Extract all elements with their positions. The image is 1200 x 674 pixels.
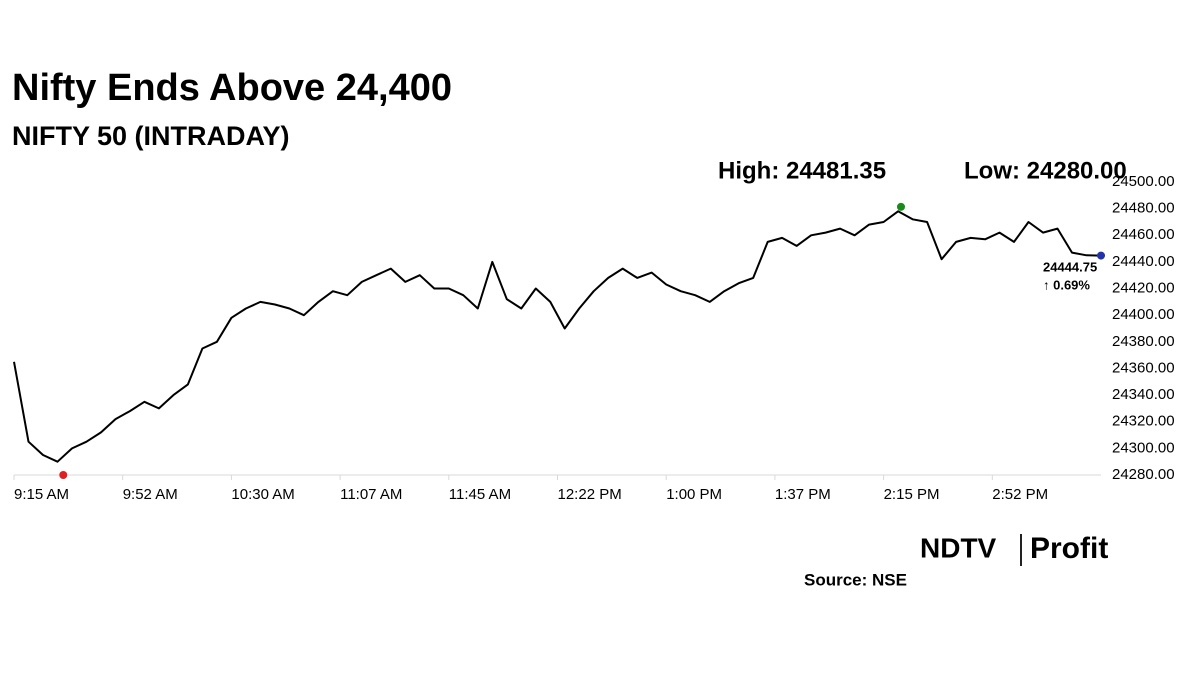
y-tick-label: 24460.00 xyxy=(1112,226,1175,243)
last-marker xyxy=(1097,251,1105,260)
y-tick-label: 24380.00 xyxy=(1112,333,1175,350)
y-tick-label: 24400.00 xyxy=(1112,306,1175,323)
chart-title: Nifty Ends Above 24,400 xyxy=(12,67,452,109)
x-tick-label: 9:52 AM xyxy=(123,486,178,503)
y-tick-label: 24420.00 xyxy=(1112,280,1175,297)
price-line xyxy=(13,210,1102,463)
low-label: Low: 24280.00 xyxy=(964,157,1127,184)
last-value: 24444.75 xyxy=(1043,259,1097,274)
low-marker xyxy=(59,471,68,479)
y-tick-label: 24360.00 xyxy=(1112,359,1175,376)
y-tick-label: 24500.00 xyxy=(1112,173,1175,190)
logo-ndtv: NDTV xyxy=(920,532,997,563)
x-tick-label: 11:45 AM xyxy=(449,486,511,503)
logo-profit: Profit xyxy=(1030,532,1108,565)
x-tick-label: 2:52 PM xyxy=(992,486,1048,503)
last-change: ↑ 0.69% xyxy=(1043,277,1090,292)
high-label: High: 24481.35 xyxy=(718,157,886,184)
x-tick-label: 2:15 PM xyxy=(884,486,940,503)
y-tick-label: 24280.00 xyxy=(1112,466,1175,483)
source: Source: NSE xyxy=(804,570,907,589)
x-tick-label: 1:37 PM xyxy=(775,486,831,503)
x-tick-label: 12:22 PM xyxy=(558,486,622,503)
x-tick-label: 9:15 AM xyxy=(14,486,69,503)
y-tick-label: 24320.00 xyxy=(1112,413,1175,430)
y-tick-label: 24440.00 xyxy=(1112,253,1175,270)
high-marker xyxy=(896,202,905,211)
chart-subtitle: NIFTY 50 (INTRADAY) xyxy=(12,121,290,151)
x-tick-label: 10:30 AM xyxy=(231,486,294,503)
y-tick-label: 24340.00 xyxy=(1112,386,1175,403)
y-tick-label: 24480.00 xyxy=(1112,200,1175,217)
y-tick-label: 24300.00 xyxy=(1112,439,1175,456)
x-tick-label: 11:07 AM xyxy=(340,486,402,503)
x-tick-label: 1:00 PM xyxy=(666,486,722,503)
